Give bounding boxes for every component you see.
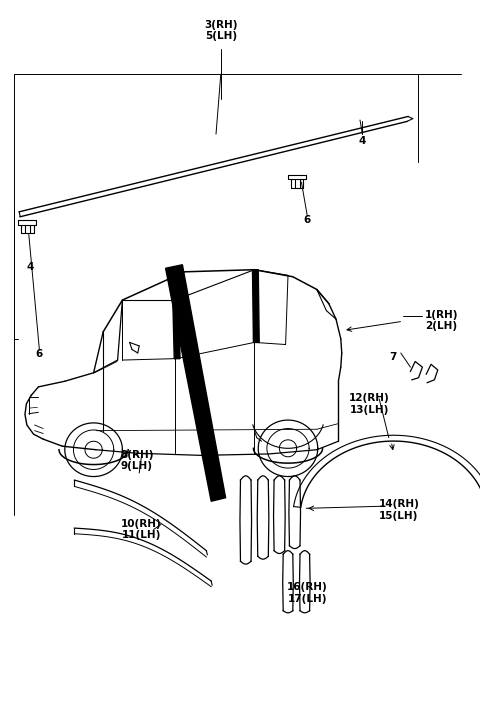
Text: 6: 6	[36, 349, 43, 359]
Text: 10(RH)
11(LH): 10(RH) 11(LH)	[121, 519, 162, 540]
Text: 14(RH)
15(LH): 14(RH) 15(LH)	[379, 499, 420, 520]
Text: 16(RH)
17(LH): 16(RH) 17(LH)	[287, 582, 327, 604]
Text: 7: 7	[389, 352, 396, 362]
Polygon shape	[166, 265, 226, 501]
Text: 3(RH)
5(LH): 3(RH) 5(LH)	[204, 20, 238, 42]
Text: 6: 6	[303, 215, 311, 225]
Text: 1(RH)
2(LH): 1(RH) 2(LH)	[425, 310, 458, 331]
Polygon shape	[252, 270, 259, 342]
Text: 4: 4	[26, 262, 34, 272]
Text: 12(RH)
13(LH): 12(RH) 13(LH)	[349, 393, 390, 414]
Text: 8(RH)
9(LH): 8(RH) 9(LH)	[120, 450, 154, 471]
Polygon shape	[173, 300, 180, 359]
Text: 4: 4	[359, 136, 366, 146]
